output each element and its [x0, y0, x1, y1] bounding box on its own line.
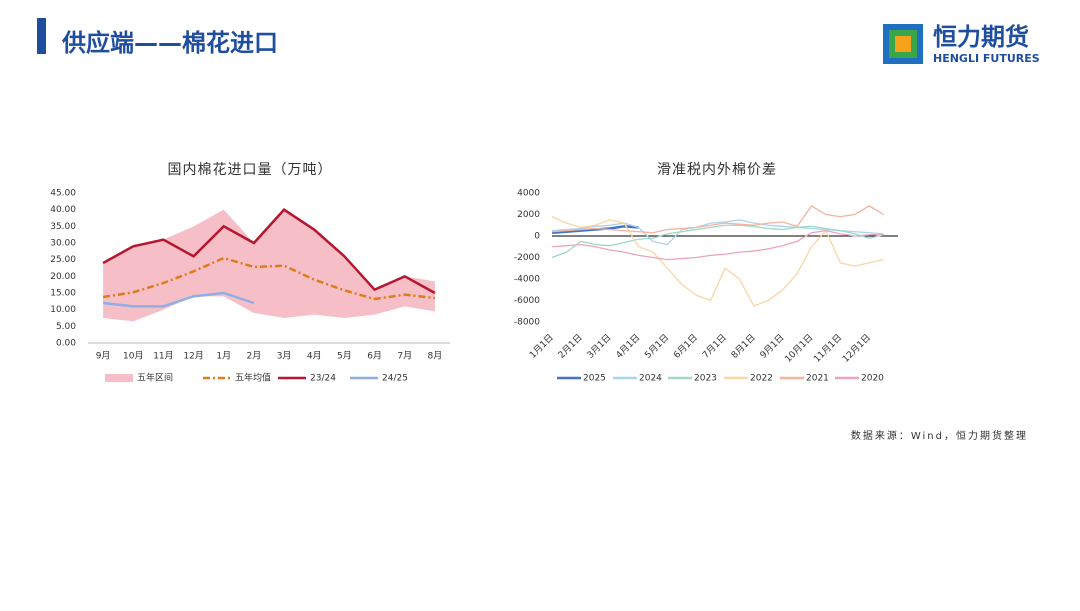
x-tick-label: 3月1日	[585, 332, 614, 361]
x-tick-label: 6月	[367, 351, 382, 362]
legend-label: 2023	[694, 374, 717, 384]
series-line	[551, 216, 884, 307]
legend-label: 2020	[861, 374, 884, 384]
legend-label: 24/25	[382, 374, 408, 384]
y-tick-label: -8000	[514, 318, 540, 328]
logo-cn: 恒力期货	[933, 23, 1029, 51]
chart-title: 国内棉花进口量（万吨）	[168, 161, 333, 178]
x-tick-label: 11月1日	[812, 332, 845, 365]
legend-label: 五年区间	[137, 372, 173, 384]
series-line	[102, 291, 255, 308]
y-tick-label: 4000	[517, 189, 540, 199]
x-tick-label: 11月	[153, 351, 173, 362]
series-line	[551, 219, 884, 246]
legend-swatch	[105, 374, 133, 382]
series-line	[551, 229, 884, 261]
y-tick-label: 0.00	[56, 339, 76, 349]
x-tick-label: 9月	[96, 351, 111, 362]
x-tick-label: 2月1日	[556, 332, 585, 361]
x-tick-label: 7月1日	[700, 332, 729, 361]
series-line	[551, 205, 884, 234]
title-bar	[37, 18, 46, 54]
source-note: 数据来源：Wind，恒力期货整理	[851, 429, 1028, 442]
series-line	[551, 225, 639, 235]
legend-label: 2024	[639, 374, 662, 384]
y-tick-label: 10.00	[50, 305, 76, 315]
x-tick-label: 6月1日	[671, 332, 700, 361]
x-tick-label: 2月	[247, 351, 262, 362]
legend-label: 23/24	[310, 374, 336, 384]
x-tick-label: 10月	[123, 351, 143, 362]
y-tick-label: -2000	[514, 253, 540, 263]
y-tick-label: 20.00	[50, 272, 76, 282]
x-tick-label: 8月1日	[729, 332, 758, 361]
x-tick-label: 5月	[337, 351, 352, 362]
y-tick-label: 35.00	[50, 222, 76, 232]
x-tick-label: 12月	[183, 351, 203, 362]
y-tick-label: 25.00	[50, 255, 76, 265]
legend-label: 2021	[806, 374, 829, 384]
chart-title: 滑准税内外棉价差	[657, 161, 777, 178]
x-tick-label: 9月1日	[758, 332, 787, 361]
slide-title: 供应端——棉花进口	[61, 29, 278, 57]
x-tick-label: 8月	[428, 351, 443, 362]
series-line	[102, 208, 436, 295]
legend-label: 2022	[750, 374, 773, 384]
legend-label: 2025	[583, 374, 606, 384]
y-tick-label: 45.00	[50, 189, 76, 199]
logo-en: HENGLI FUTURES	[933, 52, 1040, 65]
y-tick-label: 2000	[517, 210, 540, 220]
y-tick-label: 15.00	[50, 289, 76, 299]
x-tick-label: 3月	[277, 351, 292, 362]
y-tick-label: 30.00	[50, 239, 76, 249]
y-tick-label: 40.00	[50, 205, 76, 215]
legend-label: 五年均值	[235, 372, 271, 384]
logo-icon	[883, 24, 923, 64]
x-tick-label: 10月1日	[783, 332, 816, 365]
y-tick-label: 0	[534, 232, 540, 242]
x-tick-label: 7月	[397, 351, 412, 362]
x-tick-label: 5月1日	[643, 332, 672, 361]
y-tick-label: -6000	[514, 296, 540, 306]
x-tick-label: 1月1日	[527, 332, 556, 361]
x-tick-label: 12月1日	[840, 332, 873, 365]
range-area	[103, 209, 435, 322]
y-tick-label: 5.00	[56, 322, 76, 332]
series-line	[102, 256, 436, 301]
x-tick-label: 4月1日	[614, 332, 643, 361]
y-tick-label: -4000	[514, 275, 540, 285]
x-tick-label: 1月	[216, 351, 231, 362]
x-tick-label: 4月	[307, 351, 322, 362]
series-line	[551, 224, 884, 259]
